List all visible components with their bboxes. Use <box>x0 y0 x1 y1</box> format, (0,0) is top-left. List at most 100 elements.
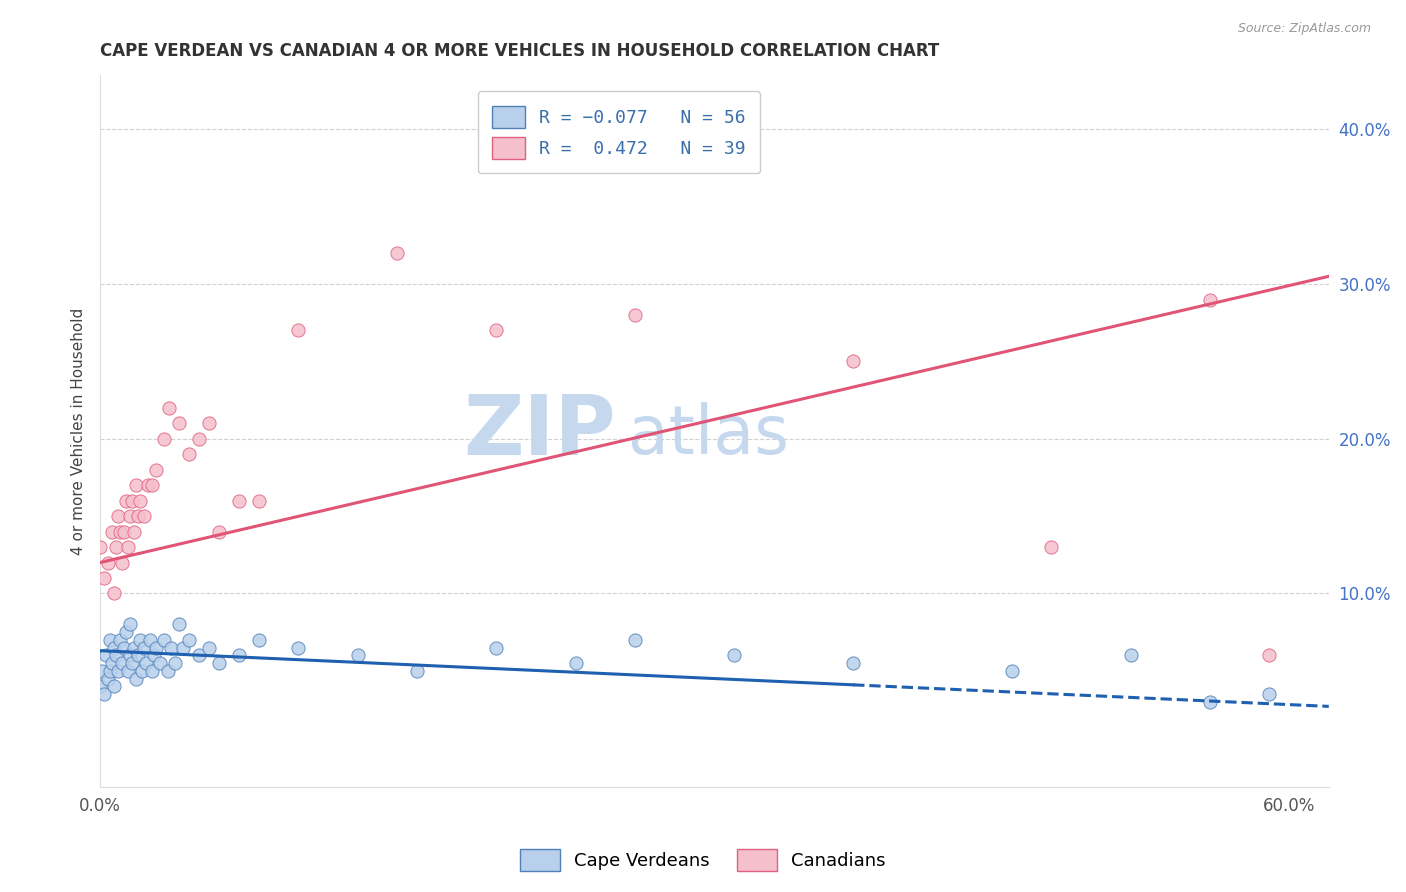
Point <box>188 648 211 663</box>
Point <box>485 640 508 655</box>
Text: ZIP: ZIP <box>464 391 616 472</box>
Point <box>165 656 187 670</box>
Point <box>98 632 121 647</box>
Y-axis label: 4 or more Vehicles in Household: 4 or more Vehicles in Household <box>72 308 86 555</box>
Point <box>160 640 183 655</box>
Point <box>138 632 160 647</box>
Point <box>89 540 111 554</box>
Point <box>141 478 163 492</box>
Point <box>287 323 309 337</box>
Legend: Cape Verdeans, Canadians: Cape Verdeans, Canadians <box>513 842 893 879</box>
Point <box>93 571 115 585</box>
Point <box>247 632 270 647</box>
Point <box>103 586 125 600</box>
Point <box>208 656 231 670</box>
Point <box>1258 648 1281 663</box>
Point <box>723 648 745 663</box>
Point <box>141 664 163 678</box>
Point <box>101 524 124 539</box>
Point <box>387 246 409 260</box>
Point <box>94 648 117 663</box>
Point <box>118 509 141 524</box>
Point <box>485 323 508 337</box>
Point <box>198 417 221 431</box>
Point <box>132 509 155 524</box>
Point <box>1001 664 1024 678</box>
Point <box>118 617 141 632</box>
Point <box>122 524 145 539</box>
Point <box>97 672 120 686</box>
Point <box>145 640 167 655</box>
Point <box>406 664 429 678</box>
Point <box>179 447 201 461</box>
Point <box>111 656 134 670</box>
Point <box>1199 695 1222 709</box>
Point <box>159 401 181 415</box>
Point <box>624 632 647 647</box>
Point <box>89 679 111 693</box>
Point <box>208 524 231 539</box>
Point <box>101 656 124 670</box>
Text: CAPE VERDEAN VS CANADIAN 4 OR MORE VEHICLES IN HOUSEHOLD CORRELATION CHART: CAPE VERDEAN VS CANADIAN 4 OR MORE VEHIC… <box>100 42 939 60</box>
Point <box>112 524 135 539</box>
Point <box>97 556 120 570</box>
Point <box>179 632 201 647</box>
Point <box>842 354 865 368</box>
Point <box>115 625 138 640</box>
Point <box>152 432 174 446</box>
Point <box>125 672 148 686</box>
Point <box>287 640 309 655</box>
Point <box>1119 648 1142 663</box>
Point <box>172 640 194 655</box>
Point <box>98 664 121 678</box>
Point <box>115 493 138 508</box>
Point <box>107 509 129 524</box>
Point <box>132 640 155 655</box>
Point <box>111 556 134 570</box>
Point <box>117 540 139 554</box>
Text: atlas: atlas <box>628 401 789 467</box>
Point <box>107 664 129 678</box>
Point <box>198 640 221 655</box>
Point <box>108 524 131 539</box>
Point <box>103 640 125 655</box>
Point <box>93 687 115 701</box>
Point <box>91 664 114 678</box>
Point <box>142 648 165 663</box>
Point <box>121 493 143 508</box>
Point <box>564 656 586 670</box>
Point <box>128 632 150 647</box>
Point <box>156 664 179 678</box>
Point <box>127 648 149 663</box>
Point <box>1258 687 1281 701</box>
Point <box>624 308 647 322</box>
Point <box>152 632 174 647</box>
Point <box>228 648 250 663</box>
Point <box>169 617 191 632</box>
Point <box>1040 540 1063 554</box>
Point <box>135 656 157 670</box>
Legend: R = −0.077   N = 56, R =  0.472   N = 39: R = −0.077 N = 56, R = 0.472 N = 39 <box>478 91 761 173</box>
Point <box>169 417 191 431</box>
Text: Source: ZipAtlas.com: Source: ZipAtlas.com <box>1237 22 1371 36</box>
Point <box>1199 293 1222 307</box>
Point <box>125 478 148 492</box>
Point <box>112 640 135 655</box>
Point <box>104 540 127 554</box>
Point <box>118 648 141 663</box>
Point <box>131 664 153 678</box>
Point <box>247 493 270 508</box>
Point <box>104 648 127 663</box>
Point <box>136 478 159 492</box>
Point <box>228 493 250 508</box>
Point <box>127 509 149 524</box>
Point <box>145 463 167 477</box>
Point <box>842 656 865 670</box>
Point <box>188 432 211 446</box>
Point <box>148 656 170 670</box>
Point <box>128 493 150 508</box>
Point <box>121 656 143 670</box>
Point <box>346 648 368 663</box>
Point <box>122 640 145 655</box>
Point <box>108 632 131 647</box>
